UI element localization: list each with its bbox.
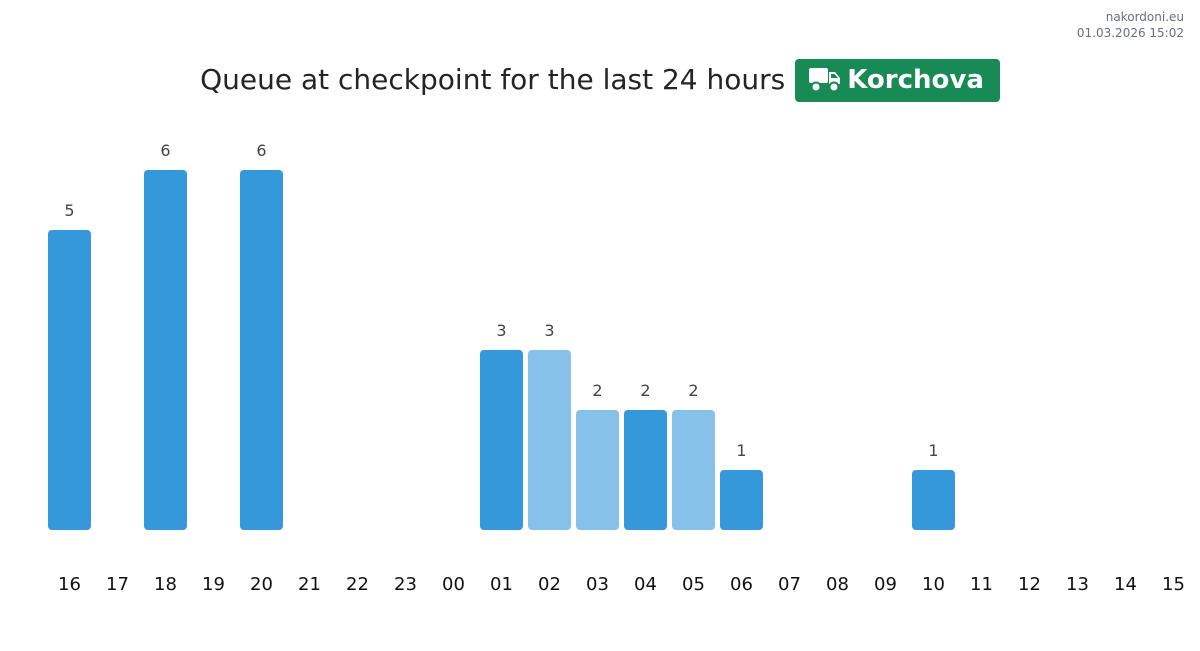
- bar[interactable]: [144, 170, 187, 530]
- bar-value-label: 2: [688, 381, 698, 400]
- source-info: nakordoni.eu 01.03.2026 15:02: [1077, 9, 1184, 41]
- bar[interactable]: [576, 410, 619, 530]
- x-tick-label: 16: [58, 574, 81, 595]
- x-tick-label: 14: [1114, 574, 1137, 595]
- x-tick-label: 17: [106, 574, 129, 595]
- bar[interactable]: [480, 350, 523, 530]
- bar-value-label: 3: [496, 321, 506, 340]
- truck-icon: [809, 67, 841, 93]
- checkpoint-badge[interactable]: Korchova: [795, 58, 1000, 102]
- bar-value-label: 3: [544, 321, 554, 340]
- bar-value-label: 1: [736, 441, 746, 460]
- bar-value-label: 6: [256, 141, 266, 160]
- x-tick-label: 21: [298, 574, 321, 595]
- x-tick-label: 23: [394, 574, 417, 595]
- x-tick-label: 05: [682, 574, 705, 595]
- x-tick-label: 07: [778, 574, 801, 595]
- bar[interactable]: [528, 350, 571, 530]
- bar[interactable]: [720, 470, 763, 530]
- bar[interactable]: [912, 470, 955, 530]
- bar[interactable]: [48, 230, 91, 530]
- x-tick-label: 02: [538, 574, 561, 595]
- chart-header: Queue at checkpoint for the last 24 hour…: [0, 58, 1200, 102]
- x-tick-label: 00: [442, 574, 465, 595]
- x-tick-label: 06: [730, 574, 753, 595]
- x-tick-label: 09: [874, 574, 897, 595]
- x-tick-label: 19: [202, 574, 225, 595]
- x-tick-label: 22: [346, 574, 369, 595]
- x-tick-label: 11: [970, 574, 993, 595]
- bar-value-label: 2: [640, 381, 650, 400]
- bar[interactable]: [624, 410, 667, 530]
- x-tick-label: 04: [634, 574, 657, 595]
- x-tick-label: 20: [250, 574, 273, 595]
- source-timestamp: 01.03.2026 15:02: [1076, 26, 1184, 40]
- bar[interactable]: [240, 170, 283, 530]
- x-tick-label: 18: [154, 574, 177, 595]
- bar[interactable]: [672, 410, 715, 530]
- x-tick-label: 01: [490, 574, 513, 595]
- x-tick-label: 03: [586, 574, 609, 595]
- x-tick-label: 15: [1162, 574, 1185, 595]
- x-tick-label: 08: [826, 574, 849, 595]
- checkpoint-name: Korchova: [847, 65, 984, 95]
- source-site[interactable]: nakordoni.eu: [1105, 10, 1184, 24]
- bar-value-label: 2: [592, 381, 602, 400]
- chart-title: Queue at checkpoint for the last 24 hour…: [200, 63, 786, 96]
- x-tick-label: 12: [1018, 574, 1041, 595]
- bar-value-label: 6: [160, 141, 170, 160]
- x-tick-label: 10: [922, 574, 945, 595]
- x-tick-label: 13: [1066, 574, 1089, 595]
- bar-value-label: 5: [64, 201, 74, 220]
- bar-value-label: 1: [928, 441, 938, 460]
